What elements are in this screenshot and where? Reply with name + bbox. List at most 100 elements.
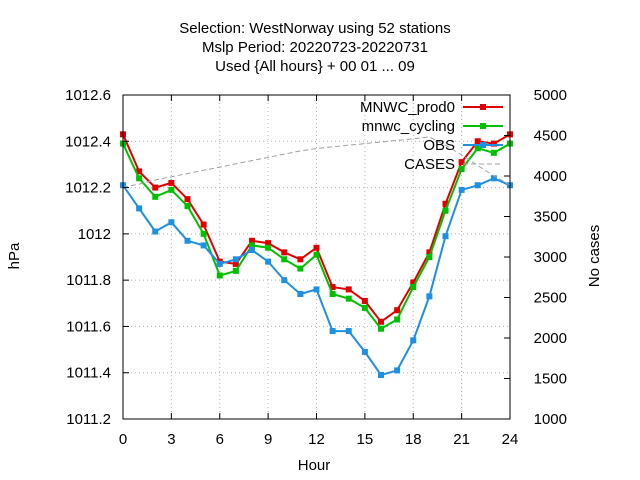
y-tick-label: 1011.4	[66, 365, 111, 382]
legend-mnwc-cycling-label: mnwc_cycling	[362, 118, 455, 135]
y2-tick-label: 2000	[534, 330, 567, 347]
y-tick-label: 1011.2	[66, 411, 111, 428]
x-tick-label: 0	[119, 431, 127, 448]
series-mnwc-prod0-point	[345, 286, 352, 293]
series-mnwc-cycling-point	[313, 251, 320, 258]
series-mnwc-prod0-point	[410, 279, 417, 286]
legend: MNWC_prod0 mnwc_cycling OBS CASES	[360, 99, 503, 173]
y-axis-label: hPa	[6, 242, 23, 269]
series-mnwc-prod0-point	[313, 244, 320, 251]
legend-obs-label: OBS	[423, 137, 455, 154]
series-mnwc-cycling-point	[394, 316, 401, 323]
series-mnwc-prod0-point	[265, 240, 272, 247]
series-obs-point	[345, 328, 352, 335]
legend-cases-label: CASES	[404, 156, 455, 173]
series-obs-point	[426, 293, 433, 300]
series-mnwc-cycling-point	[200, 230, 207, 237]
y2-axis-label: No cases	[586, 225, 603, 288]
series-mnwc-prod0-point	[152, 184, 159, 191]
legend-mnwc-prod0-marker	[480, 104, 486, 110]
y2-tick-label: 3000	[534, 249, 567, 266]
chart-title-line-2: Mslp Period: 20220723-20220731	[202, 39, 428, 56]
series-mnwc-prod0-point	[442, 200, 449, 207]
series-obs-point	[458, 186, 465, 193]
x-tick-label: 24	[502, 431, 519, 448]
series-mnwc-prod0-point	[200, 221, 207, 228]
series-obs-point	[442, 233, 449, 240]
x-tick-label: 21	[453, 431, 470, 448]
series-obs-point	[297, 291, 304, 298]
series-obs-point	[168, 219, 175, 226]
series-obs-point	[474, 182, 481, 189]
x-tick-label: 12	[308, 431, 325, 448]
series-mnwc-prod0-point	[474, 138, 481, 145]
series-mnwc-cycling-point	[378, 325, 384, 332]
series-obs-point	[152, 228, 159, 235]
series-obs-point	[136, 205, 143, 212]
series-obs-point	[329, 328, 336, 335]
series-mnwc-cycling-point	[410, 284, 417, 291]
series-mnwc-prod0-point	[232, 260, 239, 267]
y-tick-label: 1012.2	[65, 180, 111, 197]
x-tick-label: 3	[167, 431, 175, 448]
series-obs-point	[184, 237, 191, 244]
series-mnwc-cycling-point	[216, 272, 223, 279]
x-tick-label: 15	[357, 431, 374, 448]
series-mnwc-cycling-point	[490, 149, 497, 156]
y2-tick-label: 3500	[534, 209, 567, 226]
x-tick-label: 18	[405, 431, 422, 448]
series-obs-point	[313, 286, 320, 293]
series-mnwc-cycling-point	[249, 242, 255, 249]
y2-tick-label: 2500	[534, 290, 567, 307]
series-mnwc-prod0-point	[184, 196, 191, 203]
series-mnwc-cycling-point	[426, 254, 433, 260]
chart-title-line-3: Used {All hours} + 00 01 ... 09	[215, 58, 415, 75]
y-tick-label: 1011.8	[66, 272, 111, 289]
chart-title-line-1: Selection: WestNorway using 52 stations	[179, 20, 451, 37]
series-mnwc-cycling-point	[361, 304, 368, 311]
series-mnwc-cycling-point	[184, 203, 191, 210]
y2-tick-label: 4000	[534, 168, 567, 185]
legend-obs-marker	[480, 142, 486, 148]
series-obs-point	[490, 175, 497, 182]
series-layer	[120, 131, 513, 379]
y2-tick-label: 1000	[534, 411, 567, 428]
series-mnwc-cycling-point	[168, 186, 175, 193]
series-obs-point	[394, 367, 401, 374]
series-obs-point	[232, 256, 239, 263]
series-mnwc-prod0-point	[136, 168, 143, 175]
series-mnwc-prod0-point	[297, 256, 304, 263]
series-obs-point	[200, 242, 207, 249]
series-cases-line	[122, 136, 511, 188]
series-mnwc-prod0-point	[361, 297, 368, 304]
legend-mnwc-cycling-marker	[480, 123, 486, 129]
series-mnwc-cycling-point	[136, 175, 143, 182]
x-axis-label: Hour	[298, 457, 331, 474]
series-mnwc-cycling-point	[329, 291, 336, 298]
series-mnwc-prod0-point	[329, 284, 336, 291]
y-tick-label: 1011.6	[66, 318, 111, 335]
series-mnwc-cycling-point	[232, 267, 239, 274]
legend-mnwc-prod0-label: MNWC_prod0	[360, 99, 455, 116]
y-tick-label: 1012.6	[65, 87, 111, 104]
y2-tick-label: 1500	[534, 371, 567, 388]
grid	[123, 95, 510, 419]
series-obs-point	[361, 348, 368, 355]
series-obs-point	[410, 337, 417, 344]
series-obs-point	[378, 372, 384, 379]
series-mnwc-cycling-point	[345, 295, 352, 302]
series-mnwc-cycling-point	[474, 145, 481, 152]
x-tick-label: 6	[216, 431, 224, 448]
y2-tick-label: 5000	[534, 87, 567, 104]
x-tick-label: 9	[264, 431, 272, 448]
series-mnwc-cycling-point	[265, 244, 272, 251]
series-obs-point	[249, 247, 255, 254]
series-mnwc-prod0-point	[394, 307, 401, 314]
series-mnwc-prod0-point	[249, 237, 255, 244]
series-mnwc-cycling-point	[442, 207, 449, 214]
series-obs-point	[216, 260, 223, 267]
series-mnwc-cycling-point	[281, 256, 288, 263]
y-tick-label: 1012	[78, 226, 111, 243]
